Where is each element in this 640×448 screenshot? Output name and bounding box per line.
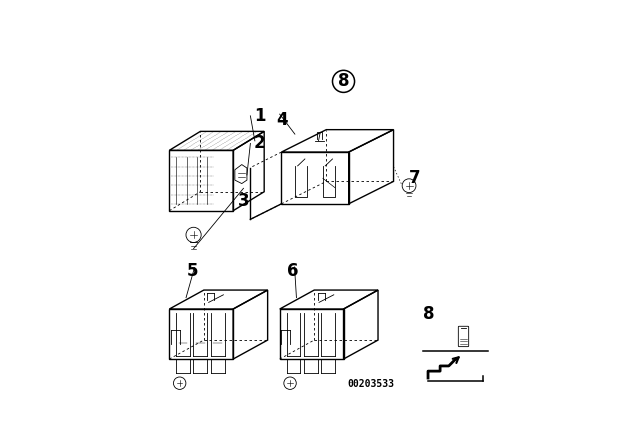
Text: 8: 8 <box>338 73 349 90</box>
Text: 00203533: 00203533 <box>347 379 394 389</box>
Text: 5: 5 <box>187 263 198 280</box>
Text: 8: 8 <box>423 305 435 323</box>
Text: 2: 2 <box>254 134 266 152</box>
Text: 4: 4 <box>276 111 288 129</box>
Text: 1: 1 <box>254 107 266 125</box>
Text: 3: 3 <box>237 192 250 210</box>
Text: 7: 7 <box>409 169 420 187</box>
Text: 6: 6 <box>287 262 299 280</box>
